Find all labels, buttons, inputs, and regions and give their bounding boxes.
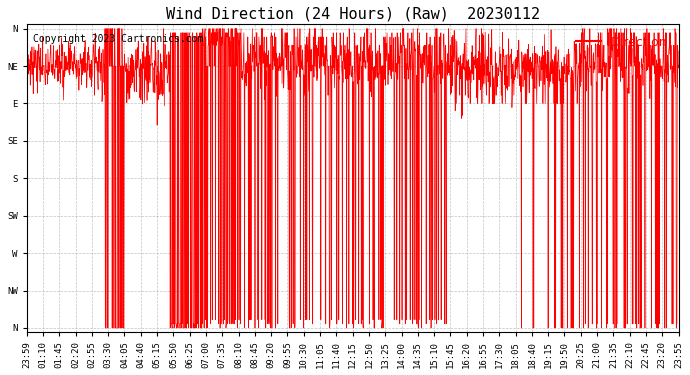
Text: Copyright 2023 Cartronics.com: Copyright 2023 Cartronics.com [33, 34, 204, 44]
Title: Wind Direction (24 Hours) (Raw)  20230112: Wind Direction (24 Hours) (Raw) 20230112 [166, 7, 540, 22]
Legend: Direction: Direction [571, 31, 672, 54]
